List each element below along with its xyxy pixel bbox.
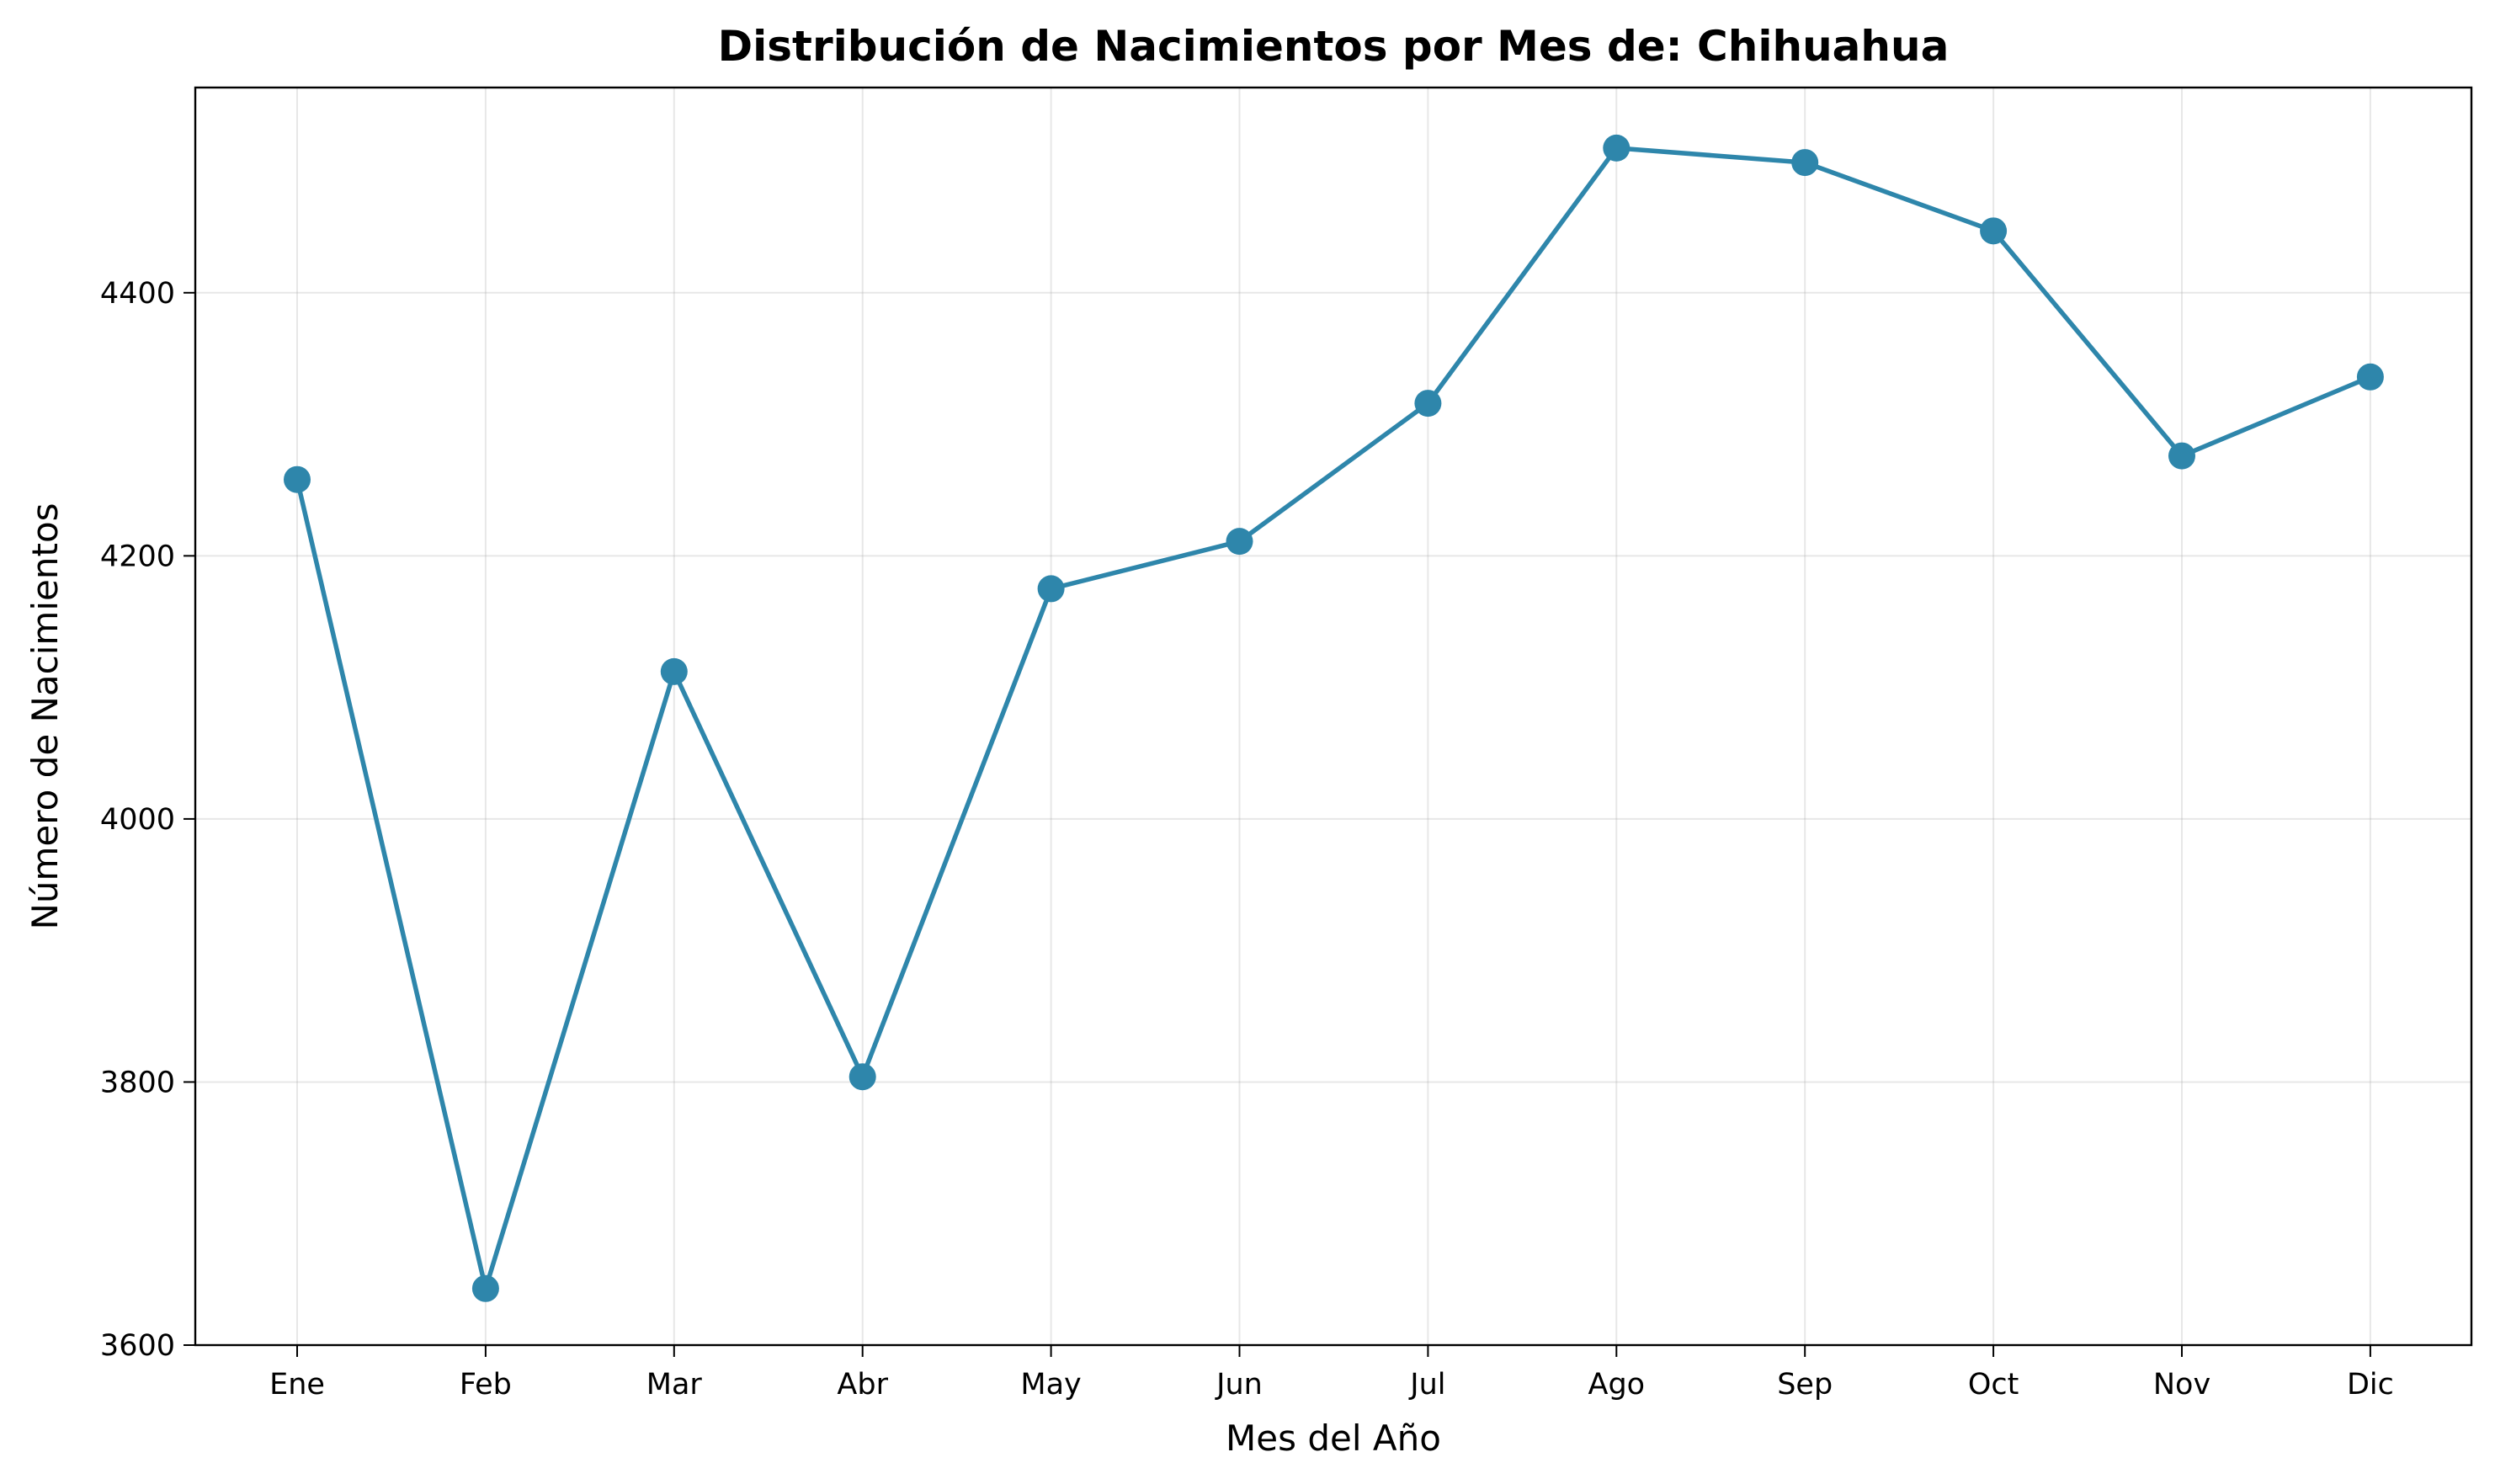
data-point <box>284 465 311 493</box>
data-point <box>2356 363 2384 391</box>
data-point <box>1603 134 1631 162</box>
data-point <box>2168 442 2195 470</box>
x-tick-label: Jun <box>1215 1368 1263 1402</box>
grid <box>195 88 2471 1346</box>
data-point <box>471 1274 499 1302</box>
x-tick-label: Ago <box>1588 1368 1646 1402</box>
x-tick-label: Mar <box>646 1368 703 1402</box>
x-axis-label: Mes del Año <box>1226 1418 1441 1459</box>
x-tick-label: Dic <box>2347 1368 2394 1402</box>
x-tick-label: Feb <box>460 1368 512 1402</box>
x-tick-label: May <box>1020 1368 1081 1402</box>
y-tick-label: 4000 <box>100 803 175 837</box>
y-tick-label: 4400 <box>100 277 175 311</box>
y-tick-label: 3600 <box>100 1329 175 1363</box>
data-point <box>1414 390 1442 418</box>
x-tick-label: Abr <box>837 1368 888 1402</box>
chart-title: Distribución de Nacimientos por Mes de: … <box>718 22 1950 71</box>
data-point <box>1791 149 1819 177</box>
data-point <box>849 1063 876 1091</box>
data-point <box>1037 575 1065 603</box>
x-tick-label: Ene <box>269 1368 325 1402</box>
data-point <box>1226 528 1253 556</box>
x-tick-label: Oct <box>1968 1368 2019 1402</box>
y-axis-label: Número de Nacimientos <box>24 503 66 929</box>
plot-area-frame <box>194 86 2473 1347</box>
x-axis-ticks: Ene Feb Mar Abr May Jun Jul Ago Sep Oct Nov Dic <box>269 1345 2394 1402</box>
data-point <box>1980 217 2008 245</box>
x-tick-label: Nov <box>2153 1368 2210 1402</box>
series-group <box>284 134 2384 1302</box>
y-axis-ticks: 3600 3800 4000 4200 4400 <box>100 277 195 1363</box>
y-tick-label: 3800 <box>100 1066 175 1099</box>
x-tick-label: Jul <box>1408 1368 1445 1402</box>
x-tick-label: Sep <box>1777 1368 1833 1402</box>
y-tick-label: 4200 <box>100 540 175 573</box>
series-line <box>295 146 2371 1291</box>
data-point <box>660 657 688 685</box>
